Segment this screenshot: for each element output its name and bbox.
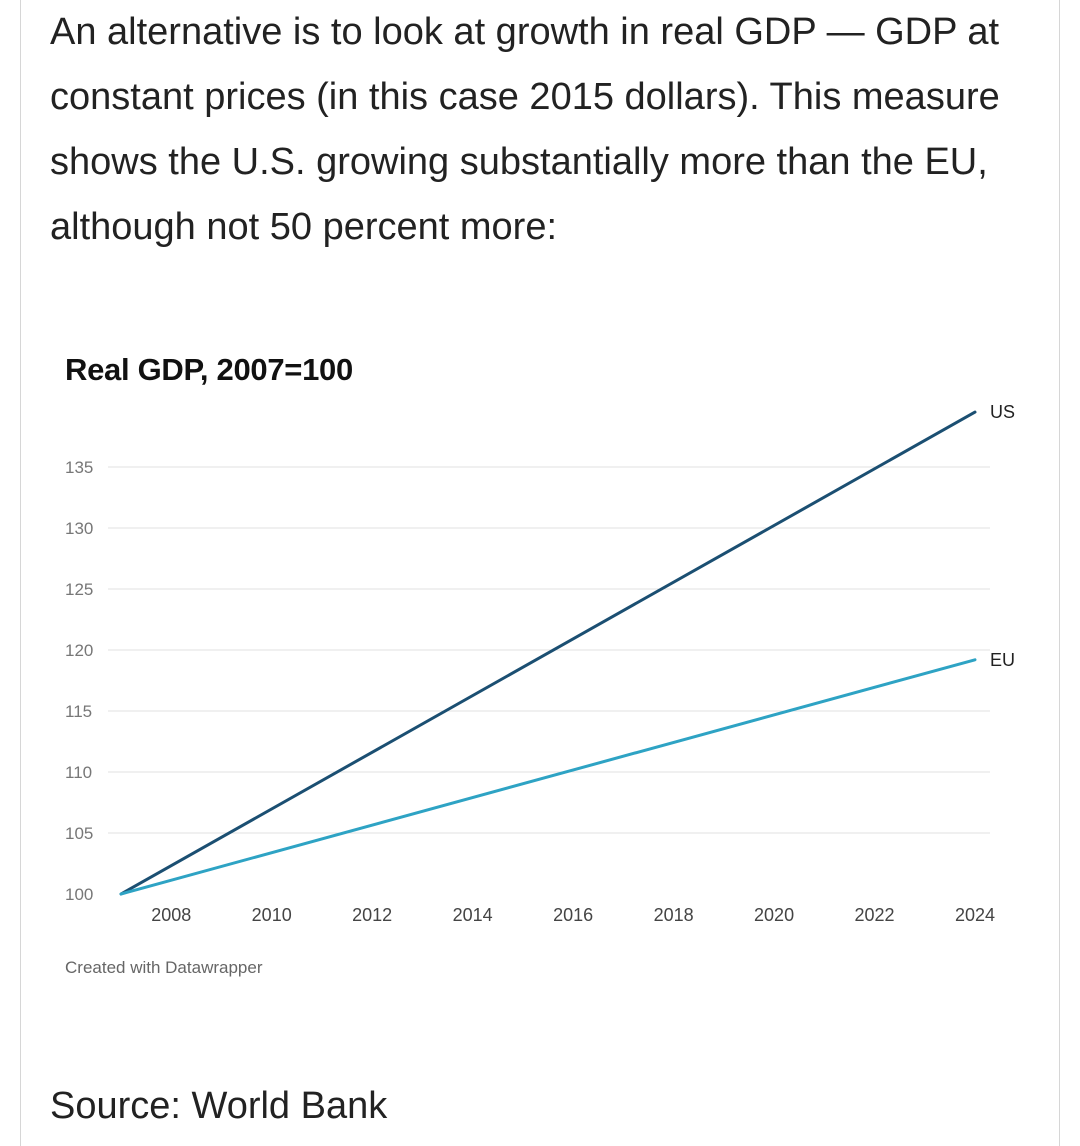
x-tick-label: 2008 — [151, 905, 191, 925]
x-tick-label: 2014 — [453, 905, 493, 925]
y-axis-ticks: 100 105 110 115 120 125 130 135 — [65, 458, 93, 904]
x-tick-label: 2018 — [654, 905, 694, 925]
y-tick-label: 100 — [65, 885, 93, 904]
x-tick-label: 2024 — [955, 905, 995, 925]
series-label-us: US — [990, 402, 1015, 422]
series-line-us — [119, 410, 977, 896]
y-tick-label: 130 — [65, 519, 93, 538]
x-tick-label: 2012 — [352, 905, 392, 925]
x-tick-label: 2010 — [252, 905, 292, 925]
y-tick-label: 110 — [65, 763, 92, 782]
source-note: Source: World Bank — [50, 1085, 388, 1127]
intro-paragraph: An alternative is to look at growth in r… — [50, 11, 1000, 248]
line-chart: 100 105 110 115 120 125 130 135 2008 2010 2012 201… — [65, 402, 1015, 925]
chart-credit: Created with Datawrapper — [65, 958, 263, 977]
y-tick-label: 105 — [65, 824, 93, 843]
series-line-eu — [119, 658, 977, 896]
x-tick-label: 2016 — [553, 905, 593, 925]
series-label-eu: EU — [990, 650, 1015, 670]
x-tick-label: 2020 — [754, 905, 794, 925]
series-labels: US EU — [990, 402, 1015, 670]
gridlines — [108, 466, 990, 834]
y-tick-label: 120 — [65, 641, 93, 660]
series-lines — [119, 410, 977, 896]
y-tick-label: 135 — [65, 458, 93, 477]
y-tick-label: 125 — [65, 580, 93, 599]
x-tick-label: 2022 — [855, 905, 895, 925]
x-axis-ticks: 2008 2010 2012 2014 2016 2018 2020 2022 2024 — [151, 905, 995, 925]
chart-title: Real GDP, 2007=100 — [65, 352, 353, 387]
article-card — [20, 0, 1060, 1146]
y-tick-label: 115 — [65, 702, 92, 721]
